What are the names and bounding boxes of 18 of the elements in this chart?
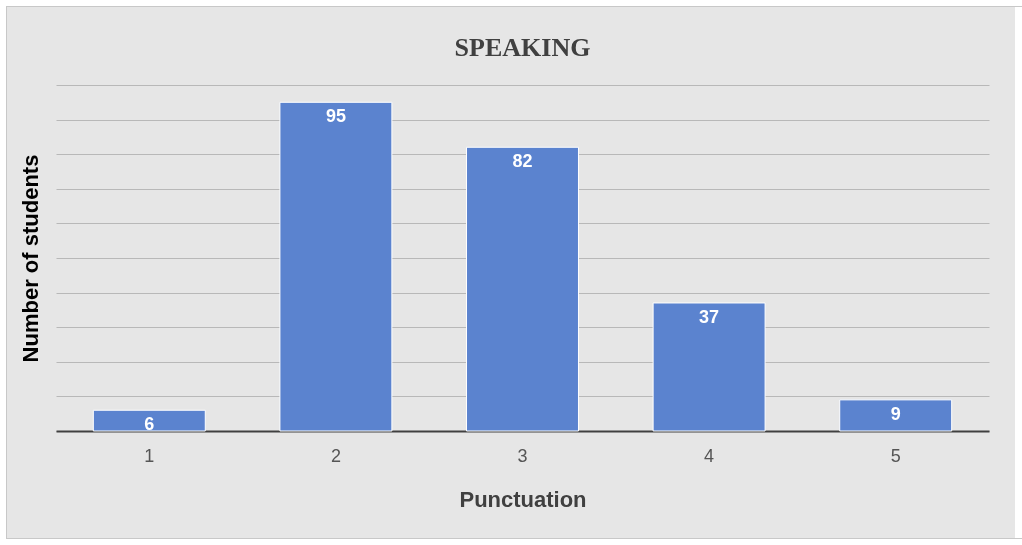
data-label: 37 (699, 306, 720, 327)
bar (839, 399, 953, 432)
data-label: 6 (144, 414, 155, 435)
bar (279, 101, 393, 432)
x-tick-label: 1 (144, 445, 155, 466)
y-axis-title: Number of students (17, 154, 43, 363)
x-tick-label: 5 (890, 445, 901, 466)
data-label: 82 (512, 151, 533, 172)
x-tick-label: 3 (517, 445, 528, 466)
data-label: 95 (325, 106, 346, 127)
bar (652, 302, 766, 432)
data-label: 9 (890, 403, 901, 424)
bar (466, 146, 579, 432)
chart-title: SPEAKING (454, 33, 591, 62)
x-tick-label: 4 (704, 445, 715, 466)
x-axis-title: Punctuation (459, 486, 587, 512)
x-tick-label: 2 (330, 445, 341, 466)
bar (92, 409, 206, 432)
